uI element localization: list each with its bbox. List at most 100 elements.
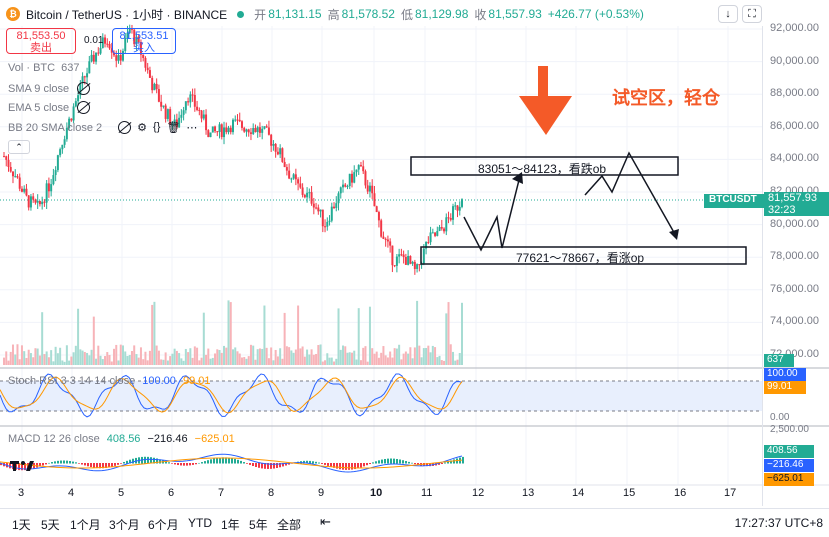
range-button[interactable]: 全部 — [277, 518, 302, 532]
volume-legend[interactable]: Vol · BTC 637 — [8, 62, 79, 74]
macd-legend[interactable]: MACD 12 26 close 408.56 −216.46 −625.01 — [8, 433, 235, 445]
macd-histogram-bar — [36, 463, 38, 468]
range-button[interactable]: 1天 — [12, 518, 31, 532]
volume-bar — [422, 348, 425, 365]
candle-body — [454, 205, 457, 207]
macd-histogram-bar — [210, 459, 212, 464]
collapse-legend-button[interactable]: ⌃ — [8, 140, 30, 154]
candle-body — [47, 183, 50, 192]
candle-body — [328, 220, 331, 222]
sell-price: 81,553.50 — [16, 30, 66, 42]
candle-body — [409, 256, 412, 264]
candle-body — [16, 176, 19, 178]
range-button[interactable]: 5天 — [41, 518, 60, 532]
eye-hidden-icon[interactable] — [118, 121, 132, 134]
macd-histogram-bar — [408, 461, 410, 464]
macd-histogram-bar — [369, 463, 371, 465]
candle-body — [216, 131, 219, 133]
volume-bar — [373, 353, 376, 365]
download-icon[interactable]: ↓ — [718, 5, 738, 23]
bb-legend[interactable]: BB 20 SMA close 2 ⚙ {} 🗑 ⋯ — [8, 121, 197, 134]
candle-body — [384, 238, 387, 240]
volume-bar — [294, 349, 297, 365]
range-button[interactable]: 5年 — [249, 518, 268, 532]
price-tick-label: 76,000.00 — [770, 282, 819, 295]
volume-tag-value: 637 — [767, 354, 784, 365]
volume-bar — [438, 355, 441, 365]
candle-body — [88, 61, 91, 74]
candle-body — [416, 264, 419, 269]
buy-button[interactable]: 81,553.51 买入 — [112, 28, 176, 54]
macd-histogram-bar — [72, 461, 74, 464]
sell-button[interactable]: 81,553.50 卖出 — [6, 28, 76, 54]
macd-histogram-bar — [63, 460, 65, 464]
candle-body — [234, 119, 237, 121]
symbol-title[interactable]: Bitcoin / TetherUS · 1小时 · BINANCE — [26, 7, 228, 22]
candle-body — [133, 29, 136, 45]
date-range-icon[interactable]: ⇤ — [320, 514, 331, 529]
volume-bar — [263, 305, 266, 365]
candle-body — [272, 143, 275, 146]
macd-histogram-bar — [231, 458, 233, 464]
more-icon[interactable]: ⋯ — [186, 122, 198, 134]
candle-body — [440, 227, 443, 229]
volume-bar — [95, 358, 98, 365]
price-axis[interactable] — [762, 26, 829, 506]
last-price-tag: 81,557.93 32:23 — [764, 192, 829, 216]
volume-bar — [380, 352, 383, 365]
macd-histogram-bar — [246, 463, 248, 464]
candle-body — [355, 169, 358, 173]
range-button[interactable]: 3个月 — [109, 518, 140, 532]
candle-body — [400, 254, 403, 256]
macd-histogram-bar — [75, 462, 77, 464]
fullscreen-icon[interactable]: ⛶ — [742, 5, 762, 23]
candle-body — [232, 119, 234, 133]
candle-body — [245, 129, 248, 132]
volume-bar — [202, 312, 205, 365]
eye-hidden-icon[interactable] — [77, 82, 91, 95]
volume-value: 637 — [61, 62, 80, 74]
candle-body — [299, 183, 302, 188]
range-button[interactable]: 6个月 — [148, 518, 179, 532]
macd-axis-top: 2,500.00 — [770, 424, 809, 435]
volume-bar — [155, 345, 158, 365]
range-button[interactable]: 1个月 — [70, 518, 101, 532]
sma-legend[interactable]: SMA 9 close — [8, 82, 91, 95]
bitcoin-icon: ₿ — [6, 7, 20, 21]
candle-body — [279, 148, 282, 155]
macd-histogram-bar — [78, 463, 80, 464]
volume-bar — [142, 359, 145, 365]
candle-body — [119, 55, 122, 61]
volume-bar — [312, 354, 315, 365]
candle-body — [63, 139, 66, 145]
volume-bar — [178, 353, 181, 365]
candle-body — [121, 50, 124, 61]
market-open-icon — [237, 10, 245, 18]
volume-bar — [355, 359, 358, 365]
volume-bar — [128, 354, 131, 365]
candle-body — [393, 265, 396, 267]
delete-icon[interactable]: 🗑 — [166, 122, 181, 134]
candle-body — [254, 128, 257, 133]
volume-bar — [43, 354, 46, 365]
range-button[interactable]: 1年 — [221, 518, 240, 532]
candle-body — [90, 54, 93, 62]
candle-body — [56, 155, 59, 171]
volume-bar — [362, 347, 365, 365]
eye-hidden-icon[interactable] — [77, 101, 91, 114]
stoch-legend[interactable]: Stoch RSI 3 3 14 14 close 100.00 99.01 — [8, 375, 211, 387]
ema-legend[interactable]: EMA 5 close — [8, 101, 91, 114]
range-button[interactable]: YTD — [188, 516, 212, 530]
clock[interactable]: 17:27:37 UTC+8 — [734, 516, 823, 530]
source-code-icon[interactable]: {} — [153, 121, 161, 133]
candle-body — [380, 220, 383, 237]
macd-histogram-bar — [204, 461, 206, 464]
macd-histogram-bar — [444, 462, 446, 464]
volume-bar — [427, 345, 430, 365]
volume-bar — [135, 354, 138, 365]
macd-histogram-bar — [249, 463, 251, 465]
settings-icon[interactable]: ⚙ — [137, 122, 148, 134]
time-tick-label: 5 — [118, 487, 125, 499]
candle-body — [124, 38, 127, 51]
